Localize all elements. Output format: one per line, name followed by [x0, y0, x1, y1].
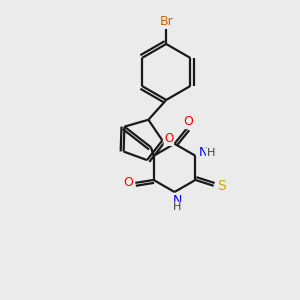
- Text: H: H: [173, 202, 181, 212]
- Text: S: S: [217, 179, 225, 193]
- Text: O: O: [164, 133, 173, 146]
- Text: O: O: [183, 116, 193, 128]
- Text: N: N: [173, 194, 182, 207]
- Text: O: O: [123, 176, 133, 189]
- Text: Br: Br: [159, 15, 173, 28]
- Text: N: N: [199, 146, 208, 159]
- Text: H: H: [206, 148, 215, 158]
